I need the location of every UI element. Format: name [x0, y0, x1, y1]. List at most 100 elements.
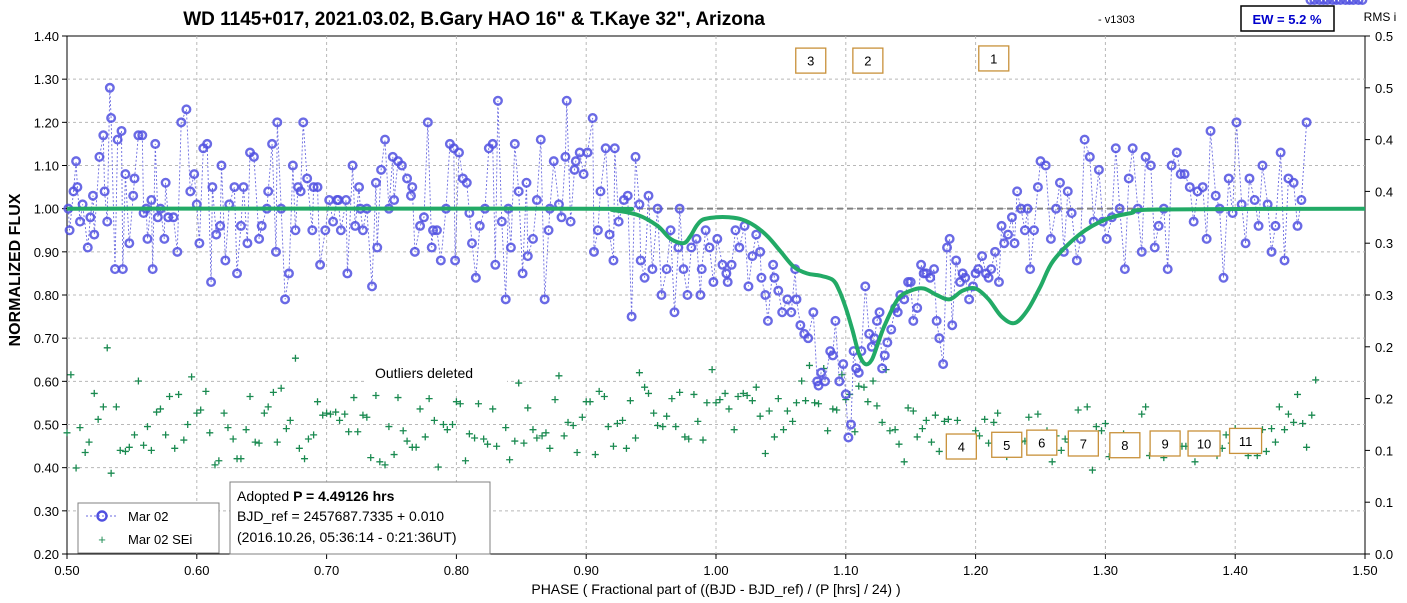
sei-point	[560, 432, 568, 440]
flux-point	[925, 272, 936, 283]
sei-point	[869, 377, 877, 385]
flux-point	[87, 190, 98, 201]
sei-point	[511, 437, 519, 445]
flux-point	[840, 389, 851, 400]
sei-point	[376, 458, 384, 466]
sei-point	[913, 433, 921, 441]
ew-label: EW = 5.2 %	[1253, 12, 1322, 27]
y-tick-label: 1.10	[34, 159, 59, 174]
x-axis-title: PHASE ( Fractional part of ((BJD - BJD_r…	[531, 581, 900, 597]
flux-point	[1184, 182, 1195, 193]
flux-point	[834, 376, 845, 387]
sei-point	[878, 418, 886, 426]
sei-point	[443, 426, 451, 434]
sei-point	[595, 387, 603, 395]
sei-point	[206, 429, 214, 437]
dip-marker-label: 3	[807, 54, 814, 69]
sei-point	[260, 409, 268, 417]
sei-point	[591, 451, 599, 459]
sei-point	[1290, 418, 1298, 426]
flux-point	[1296, 195, 1307, 206]
flux-point	[600, 143, 611, 154]
flux-point	[582, 147, 593, 158]
flux-point	[808, 307, 819, 318]
flux-point	[635, 255, 646, 266]
info-box-frame	[229, 481, 491, 555]
y-tick-label: 0.50	[34, 418, 59, 433]
flux-point	[626, 311, 637, 322]
sei-point	[564, 418, 572, 426]
sei-point	[555, 372, 563, 380]
flux-point	[1022, 203, 1033, 214]
flux-point	[696, 264, 707, 275]
flux-point	[1353, 0, 1364, 5]
sei-point	[412, 443, 420, 451]
flux-point	[773, 285, 784, 296]
flux-point	[1201, 233, 1212, 244]
flux-point	[354, 182, 365, 193]
flux-point	[341, 195, 352, 206]
sei-point	[1294, 390, 1301, 398]
sei-point	[1092, 423, 1100, 431]
flux-point	[129, 173, 140, 184]
sei-point	[931, 411, 939, 419]
flux-point	[124, 238, 135, 249]
dip-marker-label: 2	[864, 54, 871, 69]
sei-point	[927, 438, 935, 446]
flux-point	[147, 264, 158, 275]
y2-tick-label: 0.2	[1375, 340, 1393, 355]
flux-point	[256, 220, 267, 231]
y2-axis-ticks: 0.0 0.1 0.1 0.2 0.2 0.3 0.3 0.4 0.4 0.5 0.5	[1365, 29, 1393, 562]
flux-point	[168, 212, 179, 223]
dip-marker-box	[1109, 432, 1141, 459]
flux-point	[1179, 169, 1190, 180]
flux-point	[1101, 233, 1112, 244]
flux-point	[1340, 0, 1351, 5]
y-tick-label: 0.40	[34, 461, 59, 476]
sei-point	[439, 421, 447, 428]
x-tick-label: 0.90	[574, 563, 599, 578]
annotation-bg	[367, 361, 507, 385]
flux-point	[535, 134, 546, 145]
sei-point	[273, 438, 281, 446]
y-axis-title: NORMALIZED FLUX	[7, 193, 24, 346]
flux-point	[730, 225, 741, 236]
flux-point	[1175, 169, 1186, 180]
flux-point	[1327, 0, 1338, 5]
flux-point	[117, 264, 128, 275]
sei-point	[851, 428, 859, 436]
flux-point	[1309, 0, 1320, 5]
sei-point	[815, 400, 823, 408]
flux-point	[1079, 134, 1090, 145]
flux-point	[426, 242, 437, 253]
sei-point	[981, 415, 989, 423]
flux-point	[450, 255, 461, 266]
sei-point	[1088, 466, 1096, 474]
sei-point	[708, 366, 716, 374]
sei-point	[798, 377, 806, 385]
flux-point	[272, 117, 283, 128]
flux-point	[283, 268, 294, 279]
flux-point	[312, 182, 323, 193]
sei-point	[1303, 443, 1311, 451]
flux-point	[307, 225, 318, 236]
flux-point	[1348, 0, 1359, 5]
flux-point	[357, 225, 368, 236]
flux-point	[762, 315, 773, 326]
sei-point	[860, 383, 868, 391]
sei-point	[1262, 447, 1270, 455]
sei-point	[1138, 410, 1146, 418]
sei-point	[107, 469, 115, 477]
sei-point	[116, 446, 124, 454]
flux-point	[1266, 246, 1277, 257]
sei-point	[641, 383, 649, 391]
flux-point	[160, 177, 171, 188]
dip-marker-label: 1	[990, 51, 997, 66]
sei-point	[789, 417, 797, 425]
x-tick-label: 1.40	[1223, 563, 1248, 578]
sei-point	[994, 409, 1002, 417]
x-tick-label: 1.50	[1352, 563, 1377, 578]
flux-point	[263, 186, 274, 197]
dip-marker-box	[795, 47, 827, 74]
sei-point	[1299, 419, 1307, 427]
